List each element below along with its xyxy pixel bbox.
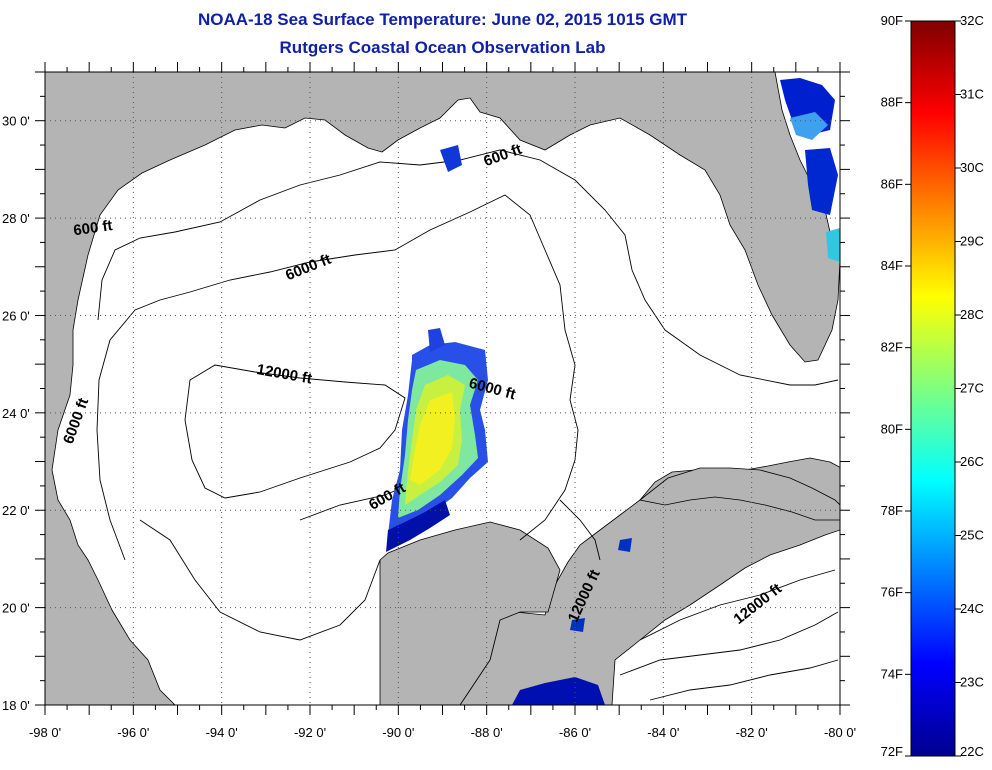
- colorbar-c-label: 25C: [960, 528, 984, 543]
- colorbar-f-label: 86F: [881, 176, 903, 191]
- bathymetry-contours: [96, 149, 839, 701]
- lat-tick-label: 20 0': [2, 601, 30, 616]
- colorbar-f-label: 88F: [881, 95, 903, 110]
- colorbar-labels: 90F 88F 86F 84F 82F 80F 78F 76F 74F 72F 32C 31C 30C 2…: [881, 13, 984, 759]
- lon-tick-label: -80 0': [824, 725, 856, 740]
- colorbar-f-label: 78F: [881, 503, 903, 518]
- contour-depth-label: 600 ft: [72, 217, 113, 239]
- colorbar: [910, 20, 956, 757]
- lon-tick-label: -84 0': [647, 725, 679, 740]
- colorbar-c-label: 27C: [960, 381, 984, 396]
- colorbar-ticks: [905, 20, 961, 757]
- map-subtitle: Rutgers Coastal Ocean Observation Lab: [279, 38, 606, 57]
- colorbar-c-label: 23C: [960, 675, 984, 690]
- lat-tick-label: 22 0': [2, 503, 30, 518]
- axis-ticks: [35, 62, 850, 715]
- lat-tick-label: 26 0': [2, 308, 30, 323]
- cuba-land: [639, 467, 840, 521]
- lon-tick-label: -86 0': [559, 725, 591, 740]
- lon-tick-label: -94 0': [206, 725, 238, 740]
- colorbar-f-label: 82F: [881, 340, 903, 355]
- lat-tick-label: 28 0': [2, 211, 30, 226]
- colorbar-c-label: 26C: [960, 454, 984, 469]
- lon-tick-label: -98 0': [29, 725, 61, 740]
- sst-swath: [386, 328, 488, 552]
- colorbar-c-label: 29C: [960, 234, 984, 249]
- lon-tick-label: -82 0': [736, 725, 768, 740]
- map-title: NOAA-18 Sea Surface Temperature: June 02…: [197, 10, 688, 29]
- colorbar-c-label: 31C: [960, 87, 984, 102]
- lon-tick-label: -88 0': [471, 725, 503, 740]
- colorbar-c-label: 30C: [960, 160, 984, 175]
- colorbar-f-label: 74F: [881, 666, 903, 681]
- lat-tick-label: 24 0': [2, 406, 30, 421]
- colorbar-c-label: 28C: [960, 307, 984, 322]
- colorbar-c-label: 22C: [960, 744, 984, 759]
- lat-tick-label: 18 0': [2, 698, 30, 713]
- colorbar-f-label: 80F: [881, 421, 903, 436]
- colorbar-c-label: 32C: [960, 13, 984, 28]
- sst-patches: [440, 78, 840, 705]
- colorbar-f-label: 76F: [881, 585, 903, 600]
- graticule: [45, 72, 840, 705]
- colorbar-f-label: 72F: [881, 744, 903, 759]
- lon-tick-label: -96 0': [117, 725, 149, 740]
- lon-tick-label: -90 0': [382, 725, 414, 740]
- colorbar-c-label: 24C: [960, 601, 984, 616]
- colorbar-f-label: 84F: [881, 258, 903, 273]
- colorbar-f-label: 90F: [881, 13, 903, 28]
- axis-labels: -98 0' -96 0' -94 0' -92 0' -90 0' -88 0' -86 …: [2, 114, 856, 740]
- lon-tick-label: -92 0': [294, 725, 326, 740]
- lat-tick-label: 30 0': [2, 114, 30, 129]
- yucatan-land: [379, 521, 561, 705]
